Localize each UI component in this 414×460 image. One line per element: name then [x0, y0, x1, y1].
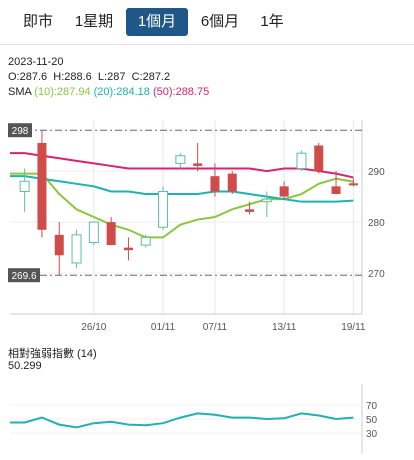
candle-body-up — [158, 190, 169, 228]
high-value: H:288.6 — [53, 71, 92, 83]
rsi-line — [10, 412, 354, 429]
min-label: 269.6 — [11, 271, 36, 282]
candle-body-down — [193, 163, 203, 166]
sma20-value: (20):284.18 — [93, 86, 150, 98]
candle-body-down — [245, 209, 255, 212]
candle-body-up — [296, 152, 307, 170]
min-label-box — [8, 268, 40, 283]
close-value: C:287.2 — [131, 71, 171, 83]
rsi-title: 相對強弱指數 (14) — [8, 348, 97, 360]
sma10-value: (10):287.94 — [34, 86, 91, 98]
rsi-tick-label: 30 — [366, 429, 378, 440]
candle-body-down — [123, 247, 133, 251]
tabs-divider — [0, 44, 414, 45]
tab-1-year[interactable]: 1年 — [260, 13, 284, 30]
candle-body-down — [348, 183, 358, 186]
price-chart[interactable]: 26/10 01/11 07/11 13/11 19/11 290 280 270 298 269… — [0, 112, 414, 342]
y-tick-label: 280 — [368, 218, 385, 229]
quote-date: 2023-11-20 — [8, 56, 64, 68]
rsi-tick-label: 50 — [366, 415, 378, 426]
candle-body-up — [71, 234, 82, 264]
sma-label: SMA — [8, 86, 32, 98]
open-value: O:287.6 — [8, 71, 48, 83]
candle-body-up — [19, 180, 30, 192]
x-tick-label: 07/11 — [203, 322, 228, 333]
candle-body-up — [175, 155, 186, 164]
tab-1-month[interactable]: 1個月 — [126, 8, 188, 36]
sma-readout: SMA (10):287.94 (20):284.18 (50):288.75 — [8, 86, 209, 98]
candle-body-up — [88, 221, 99, 244]
x-tick-label: 26/10 — [81, 322, 106, 333]
ohlc-readout: O:287.6 H:288.6 L:287 C:287.2 — [8, 71, 170, 83]
candle-body-up — [140, 236, 151, 246]
candle-body-down — [37, 142, 47, 230]
x-tick-label: 13/11 — [272, 322, 297, 333]
candle-body-up — [261, 198, 272, 203]
range-tabs: 即市 1星期 1個月 6個月 1年 — [0, 0, 414, 44]
y-tick-label: 270 — [368, 269, 385, 280]
x-tick-label: 19/11 — [341, 322, 366, 333]
candle-body-down — [331, 186, 341, 195]
tab-realtime[interactable]: 即市 — [22, 13, 53, 30]
candle-body-down — [106, 222, 116, 246]
tab-6-months[interactable]: 6個月 — [200, 13, 240, 30]
candle-body-down — [210, 176, 220, 192]
candle-body-down — [227, 173, 237, 192]
sma20-line — [10, 175, 354, 203]
candle-body-down — [314, 145, 324, 172]
x-tick-label: 01/11 — [151, 322, 176, 333]
rsi-chart[interactable]: 70 50 30 — [0, 380, 414, 458]
max-label: 298 — [12, 126, 29, 137]
low-value: L:287 — [97, 71, 126, 83]
tab-1-week[interactable]: 1星期 — [74, 13, 114, 30]
candle-body-down — [54, 234, 64, 256]
sma50-value: (50):288.75 — [152, 86, 210, 98]
candle-body-down — [279, 186, 289, 197]
rsi-tick-label: 70 — [366, 401, 378, 412]
max-label-box — [8, 123, 32, 138]
y-tick-label: 290 — [368, 167, 385, 178]
rsi-value: 50.299 — [8, 360, 42, 372]
sma10-line — [10, 172, 354, 239]
